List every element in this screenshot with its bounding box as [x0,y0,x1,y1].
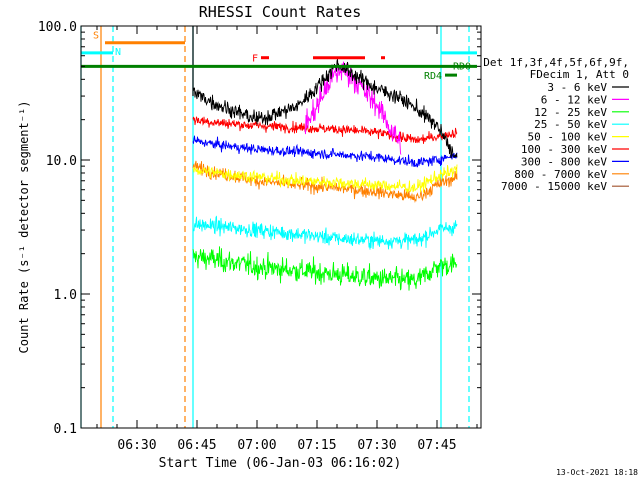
y-tick-label: 100.0 [38,20,77,35]
plot-area: S N F RD0 RD4 [80,26,477,428]
legend-entry-label: 7000 - 15000 keV [501,180,607,193]
legend-entry-label: 50 - 100 keV [528,131,608,144]
x-tick-label: 07:15 [297,438,336,453]
legend-entry-label: 300 - 800 keV [521,155,607,168]
legend-entry-label: 25 - 50 keV [534,118,607,131]
legend-entry-label: 800 - 7000 keV [514,168,607,181]
render-timestamp: 13-Oct-2021 18:18 [556,468,638,477]
legend-entry-label: 6 - 12 keV [541,93,608,106]
y-axis-label: Count Rate (s⁻¹ detector segment⁻¹) [17,101,31,354]
legend-header: Det 1f,3f,4f,5f,6f,9f, [483,56,629,69]
x-axis-label: Start Time (06-Jan-03 06:16:02) [159,456,402,471]
chart-title: RHESSI Count Rates [199,3,362,21]
legend-entry-label: 100 - 300 keV [521,143,607,156]
flag-label: RD0 [453,61,471,72]
legend-entry-label: 3 - 6 keV [547,81,607,94]
x-tick-label: 07:45 [417,438,456,453]
flag-label: N [115,47,121,58]
x-tick-label: 07:00 [237,438,276,453]
x-axis: 06:30 06:45 07:00 07:15 07:30 07:45 [96,26,478,453]
flag-label: F [252,54,258,65]
x-tick-label: 06:45 [177,438,216,453]
legend-header: FDecim 1, Att 0 [530,68,629,81]
series-line [192,164,458,193]
series-line [192,116,458,144]
legend: Det 1f,3f,4f,5f,6f,9f,FDecim 1, Att 03 -… [483,56,629,193]
y-tick-label: 10.0 [46,154,77,169]
x-tick-label: 06:30 [117,438,156,453]
series-line [192,246,458,291]
series-line [192,135,458,168]
series-line [192,215,458,250]
flag-label: S [93,31,99,42]
y-tick-label: 1.0 [54,288,77,303]
y-tick-label: 0.1 [54,422,77,437]
legend-entry-label: 12 - 25 keV [534,106,607,119]
flag-label: RD4 [424,71,442,82]
plot-frame [80,25,482,429]
x-tick-label: 07:30 [357,438,396,453]
y-axis: 0.1 1.0 10.0 100.0 [38,20,481,437]
series-line [192,58,458,159]
